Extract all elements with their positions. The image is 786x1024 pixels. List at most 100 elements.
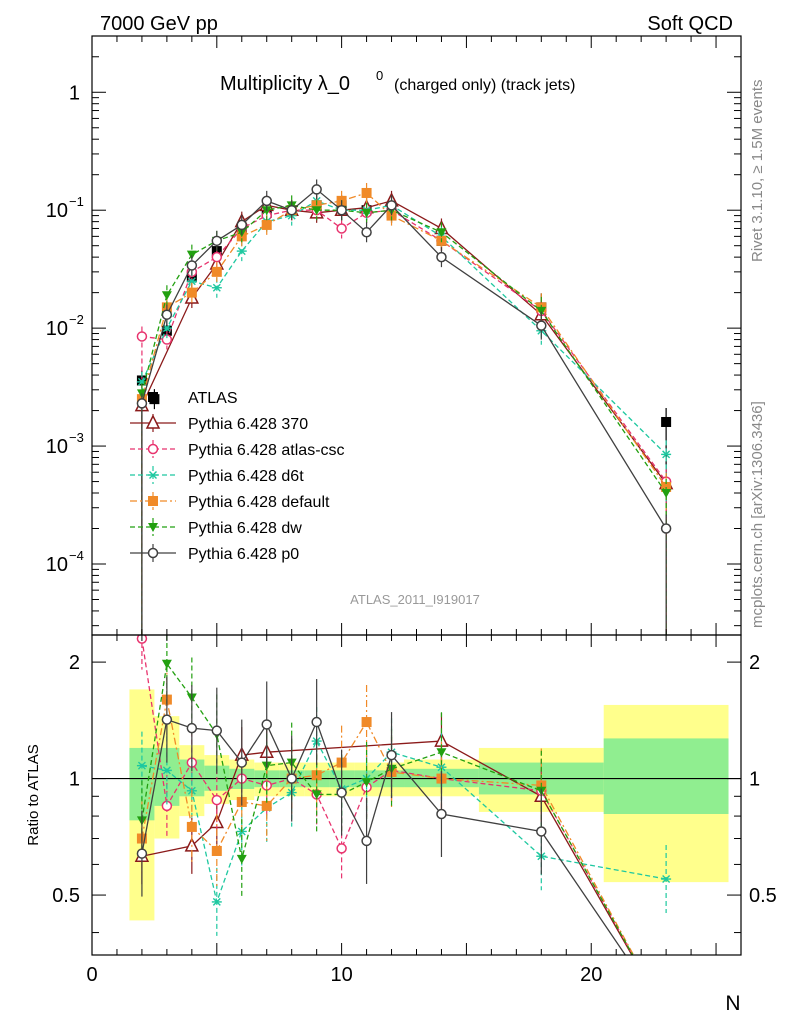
ratio-point [261,800,272,811]
series-line [141,204,667,494]
data-point [261,219,272,230]
data-point [236,247,247,256]
legend-marker [148,392,158,402]
y-tick-exponent: −1 [69,194,84,209]
y-tick-label: 10 [46,436,68,458]
rivet-label: Rivet 3.1.10, ≥ 1.5M events [749,80,766,263]
y-tick-label: 10 [46,554,68,576]
ratio-point [286,773,297,784]
ratio-point [361,777,372,787]
legend-entry-3: Pythia 6.428 d6t [130,466,304,485]
legend-marker [148,496,158,506]
data-point [311,184,322,195]
data-point [311,200,322,211]
data-point [186,272,197,283]
ratio-point [161,766,172,775]
chart-title: Multiplicity λ_0 0 (charged only) (track… [220,68,575,95]
legend-marker [148,471,158,479]
ratio-point [161,659,172,669]
title-sup: 0 [376,68,383,83]
data-point [161,291,172,301]
ratio-point [211,897,222,906]
legend-label: Pythia 6.428 default [188,494,330,511]
y-tick-exponent: −4 [69,548,84,563]
data-point [186,287,197,298]
data-point [361,208,372,218]
band-inner-13 [603,738,729,814]
data-point [186,277,197,286]
data-point [161,309,173,320]
ratio-point [211,794,223,806]
series-line [141,188,667,529]
x-tick-label: 20 [580,964,602,986]
data-point [436,251,447,263]
main-series [134,179,674,635]
ratio-point [361,835,372,847]
y-tick-label: 10 [46,318,68,340]
y-tick-label: 10 [46,200,68,222]
ratio-y-tick-label-right: 2 [749,652,760,674]
legend-marker [147,547,159,559]
data-point [386,210,397,221]
data-point [286,204,297,216]
ratio-line [141,662,634,955]
legend-entry-0: ATLAS [148,390,238,407]
data-point [361,187,372,198]
data-point [536,306,547,316]
data-point [661,450,672,459]
data-point [261,195,272,207]
ratio-point [661,875,672,884]
data-point [336,204,347,216]
y-tick-label: 1 [69,82,80,104]
ratio-point [436,808,447,820]
title-suffix: (charged only) (track jets) [394,77,575,94]
legend-label: Pythia 6.428 atlas-csc [188,442,345,459]
data-point [660,523,672,534]
legend-entry-4: Pythia 6.428 default [130,492,330,511]
y-tick-exponent: −3 [69,430,84,445]
header-left: 7000 GeV pp [100,13,218,35]
ratio-point [161,714,173,725]
legend-entry-5: Pythia 6.428 dw [130,518,302,537]
data-point [136,398,148,409]
legend-label: Pythia 6.428 d6t [188,468,304,485]
ratio-y-tick-label: 0.5 [52,885,80,907]
ratio-series [134,635,672,955]
ratio-point [236,854,247,864]
data-point [211,283,222,292]
ratio-point [336,787,347,798]
legend-marker [147,443,159,455]
legend-marker [148,523,158,532]
data-point [136,331,148,342]
legend-entry-1: Pythia 6.428 370 [130,414,308,433]
ratio-y-tick-label-right: 1 [749,769,760,791]
ratio-point [211,725,223,736]
analysis-label: ATLAS_2011_I919017 [350,592,480,607]
ratio-point [311,716,322,728]
legend-label: Pythia 6.428 370 [188,416,308,433]
ratio-point [311,790,322,800]
legend-entry-2: Pythia 6.428 atlas-csc [130,440,345,459]
data-point [436,228,447,238]
ratio-y-tick-label: 1 [69,769,80,791]
mcplots-label: mcplots.cern.ch [arXiv:1306.3436] [749,401,766,628]
data-point [661,488,672,498]
data-point [236,219,248,231]
data-point [186,260,198,271]
x-tick-label: 10 [330,964,352,986]
data-point [186,250,197,260]
ratio-ylabel: Ratio to ATLAS [25,744,42,845]
x-axis-label: N [725,992,740,1015]
data-point [536,320,547,331]
ratio-point [236,757,248,768]
series-line [141,209,667,482]
ratio-point [536,826,547,837]
data-point [361,227,372,238]
ratio-y-tick-label: 2 [69,652,80,674]
series-6 [136,179,672,635]
data-point [211,235,223,247]
legend: ATLAS Pythia 6.428 370 Pythia 6.428 atlas-… [130,390,345,563]
